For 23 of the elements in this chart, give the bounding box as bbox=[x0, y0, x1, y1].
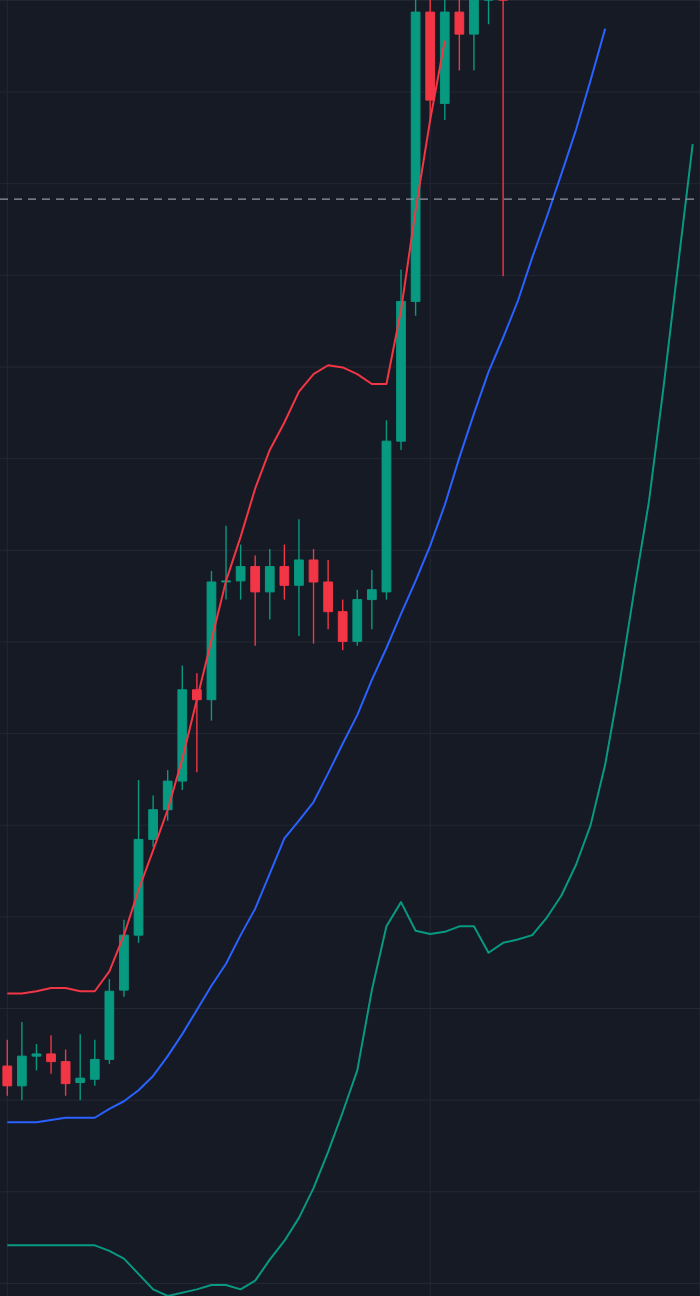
candlestick bbox=[2, 1038, 13, 1097]
candlestick bbox=[31, 1043, 42, 1072]
candlestick bbox=[469, 0, 479, 72]
candlestick bbox=[352, 588, 363, 647]
candlestick bbox=[264, 548, 275, 621]
candlestick bbox=[483, 0, 494, 25]
candlestick bbox=[366, 569, 377, 630]
candlestick bbox=[60, 1048, 71, 1097]
candlestick bbox=[221, 525, 231, 601]
candlestick bbox=[279, 543, 290, 601]
candlestick bbox=[148, 794, 158, 848]
candlestick bbox=[75, 1033, 86, 1101]
candlestick bbox=[89, 1038, 100, 1087]
candlestick bbox=[235, 543, 246, 601]
candlestick bbox=[323, 559, 333, 630]
candlestick bbox=[162, 769, 173, 822]
candlestick bbox=[337, 598, 348, 651]
candlestick bbox=[308, 548, 319, 645]
candlestick bbox=[454, 0, 465, 72]
candlestick bbox=[294, 518, 304, 637]
candlestick bbox=[17, 1021, 27, 1101]
candlestick bbox=[250, 554, 261, 647]
candlestick bbox=[46, 1034, 56, 1075]
